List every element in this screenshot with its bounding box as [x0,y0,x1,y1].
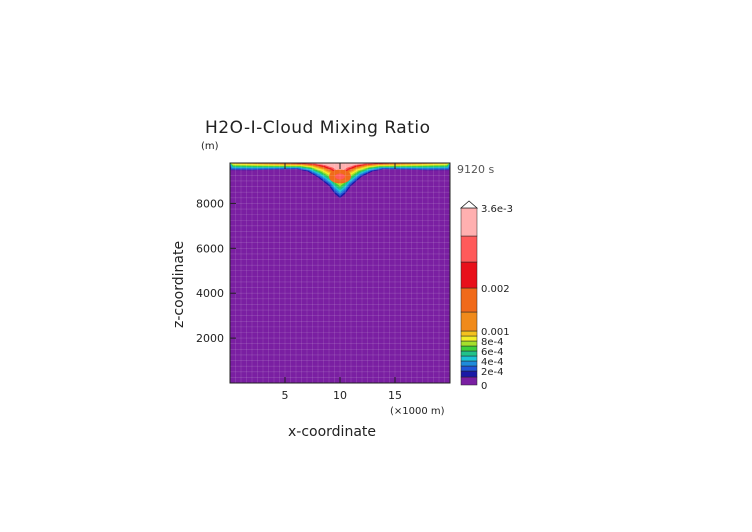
x-axis: 5 10 15 [282,163,402,402]
colorbar: 0 2e-44e-46e-48e-40.001 0.002 3.6e-3 [459,200,513,392]
colorbar-swatch [460,345,478,352]
colorbar-swatch [460,355,478,362]
colorbar-label: 0 [481,381,487,392]
y-axis-label: z-coordinate [171,241,187,328]
colorbar-swatch [460,207,478,237]
y-tick-label: 8000 [196,197,224,210]
colorbar-label: 4e-4 [481,357,504,368]
colorbar-swatch [460,370,478,378]
colorbar-label: 0.002 [481,284,510,295]
colorbar-label: 3.6e-3 [481,204,513,215]
x-tick-label: 15 [388,389,402,402]
colorbar-swatch [460,287,478,313]
colorbar-label: 6e-4 [481,347,504,358]
colorbar-swatch [460,311,478,332]
y-axis: 2000 4000 6000 8000 [196,197,236,345]
colorbar-swatch [460,335,478,342]
colorbar-swatch [460,350,478,357]
x-unit-label: (×1000 m) [390,406,445,417]
x-tick-label: 10 [333,389,347,402]
colorbar-swatch [460,340,478,347]
chart-title: H2O-I-Cloud Mixing Ratio [205,118,431,138]
x-axis-label: x-coordinate [288,424,376,440]
colorbar-label: 0.001 [481,327,510,338]
max-core [335,173,345,180]
contour-field [230,163,450,383]
plot-grid [230,163,450,383]
colorbar-label: 2e-4 [481,367,504,378]
colorbar-swatch [460,360,478,367]
colorbar-swatch [460,376,478,386]
colorbar-extend-arrow [459,200,479,209]
y-tick-label: 4000 [196,287,224,300]
z-unit-label: (m) [201,141,219,152]
time-label: 9120 s [457,163,494,176]
y-tick-label: 6000 [196,242,224,255]
colorbar-swatch [460,261,478,289]
y-tick-label: 2000 [196,332,224,345]
x-tick-label: 5 [282,389,289,402]
colorbar-label: 8e-4 [481,337,504,348]
colorbar-swatch [460,235,478,263]
colorbar-swatch [460,330,478,337]
colorbar-swatch [460,365,478,372]
background-fill [230,163,450,383]
